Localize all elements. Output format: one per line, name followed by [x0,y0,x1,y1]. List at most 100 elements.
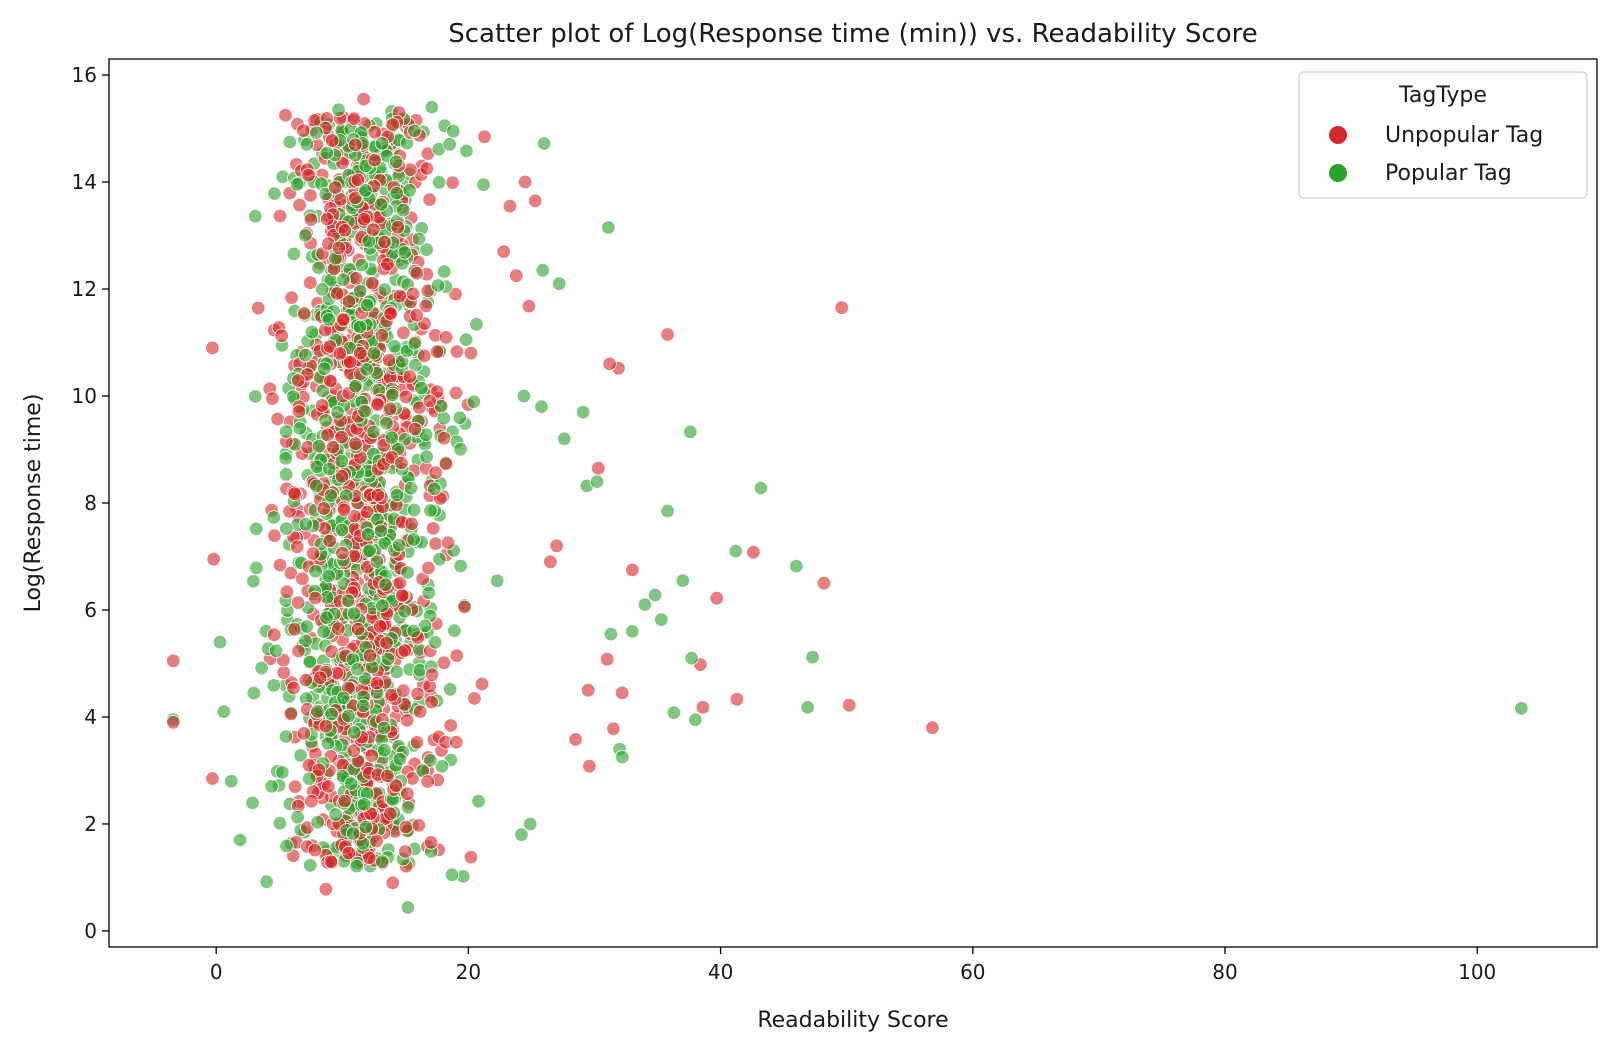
scatter-point-popular-tag [356,698,371,714]
legend-box [1298,71,1588,199]
scatter-point-popular-tag [317,361,332,376]
scatter-point-unpopular-tag [502,198,518,214]
scatter-point-unpopular-tag [383,401,398,417]
scatter-point-unpopular-tag [303,212,319,227]
scatter-point-unpopular-tag [311,762,327,778]
scatter-point-popular-tag [248,389,263,404]
scatter-point-unpopular-tag [335,312,351,328]
x-tick-label: 60 [960,960,985,984]
scatter-point-popular-tag [341,708,356,724]
scatter-point-unpopular-tag [925,720,940,735]
scatter-point-popular-tag [302,654,318,670]
scatter-point-popular-tag [298,633,313,649]
scatter-point-unpopular-tag [377,234,392,250]
scatter-point-unpopular-tag [400,786,415,801]
scatter-point-unpopular-tag [301,167,316,183]
scatter-point-popular-tag [406,502,422,518]
scatter-point-unpopular-tag [364,748,379,763]
scatter-point-unpopular-tag [342,354,358,370]
scatter-point-popular-tag [453,442,468,457]
scatter-point-popular-tag [299,619,315,634]
scatter-point-unpopular-tag [291,373,306,388]
scatter-point-popular-tag [392,537,407,553]
scatter-point-unpopular-tag [276,665,292,680]
scatter-point-unpopular-tag [272,557,288,573]
scatter-point-unpopular-tag [334,469,350,484]
scatter-point-unpopular-tag [318,882,334,897]
scatter-point-popular-tag [310,704,325,719]
y-tick-label: 2 [84,812,97,836]
scatter-point-unpopular-tag [381,352,397,368]
scatter-point-unpopular-tag [322,339,338,354]
scatter-point-popular-tag [534,399,549,414]
scatter-point-popular-tag [387,339,402,354]
scatter-point-unpopular-tag [424,667,440,682]
scatter-point-unpopular-tag [834,300,849,315]
scatter-point-popular-tag [378,577,393,592]
scatter-point-unpopular-tag [348,190,363,206]
scatter-point-popular-tag [431,175,447,190]
scatter-point-popular-tag [311,260,326,276]
scatter-point-unpopular-tag [443,718,458,733]
scatter-point-unpopular-tag [463,849,479,865]
scatter-point-unpopular-tag [356,211,372,227]
scatter-point-unpopular-tag [292,197,307,213]
scatter-point-popular-tag [290,810,305,825]
scatter-point-popular-tag [316,624,331,639]
scatter-point-popular-tag [264,779,279,794]
scatter-point-popular-tag [389,664,404,680]
scatter-point-unpopular-tag [320,427,335,443]
scatter-point-unpopular-tag [295,571,310,587]
scatter-point-unpopular-tag [426,521,441,536]
scatter-point-popular-tag [358,183,373,198]
scatter-point-popular-tag [323,488,339,503]
scatter-point-unpopular-tag [409,307,424,323]
scatter-point-unpopular-tag [477,129,492,145]
scatter-point-popular-tag [688,712,703,727]
scatter-point-popular-tag [535,263,551,278]
scatter-point-unpopular-tag [448,286,463,302]
scatter-point-unpopular-tag [457,599,472,615]
scatter-point-popular-tag [490,573,505,589]
scatter-point-popular-tag [447,623,462,638]
scatter-point-unpopular-tag [424,694,439,710]
scatter-point-unpopular-tag [304,794,319,809]
scatter-point-unpopular-tag [314,398,330,413]
scatter-point-popular-tag [272,816,288,831]
scatter-point-popular-tag [407,336,422,351]
scatter-point-unpopular-tag [746,545,761,560]
scatter-point-unpopular-tag [421,560,436,576]
scatter-point-popular-tag [373,523,389,539]
scatter-point-popular-tag [354,257,370,273]
y-axis-label: Log(Response time) [21,394,46,613]
scatter-point-unpopular-tag [348,436,363,451]
scatter-point-popular-tag [397,245,412,260]
scatter-point-unpopular-tag [394,455,409,471]
scatter-point-unpopular-tag [369,675,385,691]
scatter-point-popular-tag [336,272,351,287]
scatter-point-unpopular-tag [430,384,445,399]
scatter-point-unpopular-tag [348,271,364,286]
scatter-point-unpopular-tag [330,286,345,301]
scatter-point-popular-tag [357,404,372,419]
scatter-point-popular-tag [319,610,334,625]
scatter-point-unpopular-tag [283,706,299,722]
scatter-point-popular-tag [400,800,416,815]
x-tick-label: 100 [1458,960,1496,984]
scatter-point-popular-tag [684,650,699,666]
scatter-point-popular-tag [334,522,350,538]
scatter-point-unpopular-tag [362,648,378,663]
scatter-point-unpopular-tag [348,137,363,153]
scatter-point-unpopular-tag [528,193,543,209]
scatter-point-popular-tag [315,282,330,297]
scatter-point-popular-tag [328,807,343,822]
scatter-point-popular-tag [419,242,434,257]
scatter-point-popular-tag [400,900,416,915]
scatter-point-popular-tag [298,347,313,363]
scatter-point-unpopular-tag [331,240,347,256]
scatter-point-unpopular-tag [449,648,464,663]
scatter-point-unpopular-tag [366,222,381,237]
scatter-point-popular-tag [419,449,434,464]
scatter-point-unpopular-tag [625,562,640,578]
scatter-point-unpopular-tag [379,635,394,651]
